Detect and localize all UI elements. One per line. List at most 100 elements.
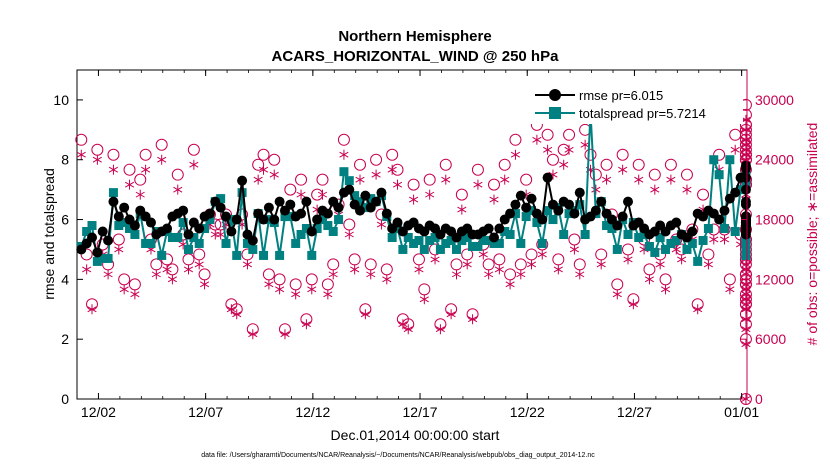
totalspread-point (435, 244, 445, 254)
assimilated-point (114, 244, 124, 255)
assimilated-point (296, 189, 306, 200)
rmse-point (617, 211, 628, 222)
chart-title-line2: ACARS_HORIZONTAL_WIND @ 250 hPa (272, 48, 560, 65)
totalspread-point (510, 209, 520, 219)
totalspread-point (494, 238, 504, 248)
possible-point (295, 173, 308, 186)
x-tick-label: 12/22 (510, 404, 545, 420)
assimilated-point (92, 154, 102, 165)
assimilated-point (108, 164, 119, 175)
possible-point (386, 148, 399, 161)
assimilated-point (76, 149, 86, 160)
legend-rmse-marker (549, 89, 561, 101)
totalspread-point (189, 232, 199, 242)
assimilated-point (703, 259, 713, 270)
totalspread-point (639, 230, 649, 239)
rmse-point (312, 214, 323, 225)
totalspread-point (317, 215, 327, 225)
totalspread-point (259, 250, 269, 260)
possible-point (563, 128, 576, 141)
rmse-point (301, 196, 312, 207)
totalspread-point (468, 241, 478, 251)
totalspread-point (623, 230, 633, 239)
assimilated-point (183, 264, 194, 275)
assimilated-point (623, 254, 633, 265)
assimilated-point (382, 274, 392, 285)
totalspread-point (725, 155, 735, 165)
rmse-point (226, 226, 237, 237)
x-tick-label: 12/07 (188, 404, 223, 420)
possible-point (107, 148, 120, 161)
rmse-point (221, 211, 232, 222)
totalspread-point (248, 244, 258, 254)
totalspread-point (141, 238, 151, 248)
assimilated-point (462, 259, 472, 270)
possible-point (664, 158, 677, 171)
totalspread-point (237, 188, 247, 198)
totalspread-point (548, 215, 558, 225)
totalspread-point (360, 203, 370, 213)
assimilated-point (725, 284, 735, 295)
rmse-point (306, 226, 317, 237)
rmse-point (489, 232, 500, 243)
rmse-point (381, 208, 392, 219)
assimilated-point (216, 229, 226, 240)
y-right-tick-label: 30000 (755, 92, 794, 108)
possible-point (134, 173, 147, 186)
totalspread-point (323, 221, 333, 231)
totalspread-point (200, 224, 210, 234)
assimilated-point (446, 309, 456, 320)
possible-point (423, 173, 436, 186)
data-file-footnote: data file: /Users/gharamti/Documents/NCA… (201, 452, 595, 459)
totalspread-point (393, 224, 403, 234)
totalspread-point (462, 232, 472, 242)
totalspread-point (285, 212, 295, 222)
possible-point (680, 168, 693, 181)
y-right-tick-label: 18000 (755, 212, 794, 228)
totalspread-point (575, 200, 585, 210)
totalspread-point (687, 238, 697, 248)
axis-ticks: 12/02 12/07 12/12 12/17 12/22 12/27 01/0102468… (53, 70, 794, 420)
rmse-point (483, 223, 494, 234)
rmse-point (162, 223, 173, 234)
possible-point (439, 158, 452, 171)
totalspread-point (661, 244, 671, 254)
totalspread-point (409, 238, 419, 248)
assimilated-point (425, 189, 435, 200)
assimilated-point (457, 204, 467, 215)
possible-point (171, 168, 184, 181)
totalspread-point (355, 197, 365, 207)
totalspread-point (655, 232, 665, 242)
rmse-point (371, 196, 382, 207)
assimilated-point (301, 319, 311, 330)
possible-point (316, 173, 329, 186)
totalspread-point (403, 232, 413, 242)
possible-point (370, 153, 383, 166)
rmse-point (333, 202, 344, 213)
assimilated-point (291, 289, 301, 300)
assimilated-point (516, 269, 526, 280)
totalspread-point (430, 232, 440, 242)
totalspread-point (103, 253, 113, 263)
assimilated-point (280, 329, 290, 340)
rmse-point (194, 223, 205, 234)
legend-spread-label: totalspread pr=5.7214 (579, 106, 706, 121)
totalspread-point (280, 212, 290, 222)
totalspread-point (87, 221, 97, 231)
assimilated-point (135, 189, 145, 200)
assimilated-point (741, 279, 751, 290)
assimilated-point (489, 194, 499, 205)
assimilated-point (119, 284, 129, 295)
rmse-point (494, 223, 505, 234)
assimilated-point (596, 259, 606, 270)
rmse-point (258, 214, 269, 225)
assimilated-point (371, 169, 381, 180)
totalspread-point (527, 206, 537, 216)
totalspread-point (714, 170, 724, 180)
rmse-point (92, 247, 103, 258)
totalspread-point (216, 194, 226, 204)
possible-point (498, 158, 511, 171)
assimilated-point (741, 324, 751, 335)
assimilated-point (591, 184, 601, 195)
rmse-point (521, 202, 532, 213)
